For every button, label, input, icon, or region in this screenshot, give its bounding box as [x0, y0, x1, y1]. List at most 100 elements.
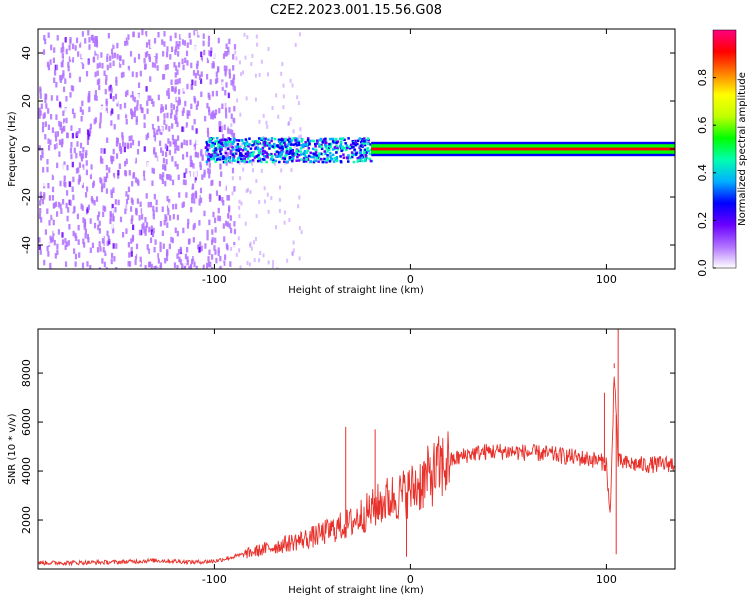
signal-cell — [301, 138, 304, 142]
signal-cell — [364, 154, 367, 157]
noise-cell — [95, 55, 98, 61]
noise-cell — [114, 206, 117, 213]
noise-cell — [130, 238, 133, 244]
noise-cell — [222, 200, 225, 206]
noise-cell — [126, 204, 129, 210]
signal-cell — [288, 158, 291, 161]
noise-cell — [104, 79, 108, 85]
noise-cell — [115, 76, 118, 83]
noise-cell — [233, 241, 236, 248]
noise-cell — [282, 94, 285, 99]
noise-cell — [51, 127, 55, 133]
noise-cell — [88, 140, 91, 146]
signal-cell — [227, 137, 230, 140]
noise-cell — [190, 103, 193, 110]
noise-cell — [170, 236, 173, 243]
noise-cell — [166, 112, 169, 119]
signal-cell — [273, 153, 277, 156]
noise-cell — [129, 104, 132, 111]
noise-cell — [44, 38, 47, 45]
noise-cell — [112, 43, 115, 50]
noise-cell — [233, 117, 236, 124]
noise-cell — [96, 70, 99, 76]
noise-cell — [221, 85, 224, 91]
signal-cell — [321, 141, 324, 144]
noise-cell — [227, 46, 230, 53]
noise-cell — [43, 180, 46, 187]
noise-cell — [196, 152, 200, 158]
noise-cell — [58, 157, 62, 164]
noise-cell — [110, 155, 113, 162]
noise-cell — [173, 62, 176, 68]
noise-cell — [53, 77, 56, 84]
noise-cell — [159, 140, 162, 147]
noise-cell — [289, 117, 292, 122]
noise-cell — [46, 208, 49, 214]
noise-cell — [277, 114, 280, 119]
signal-cell — [292, 154, 295, 157]
noise-cell — [159, 221, 163, 227]
signal-cell — [297, 140, 300, 143]
noise-cell — [177, 249, 181, 255]
noise-cell — [145, 222, 149, 228]
noise-cell — [174, 259, 177, 266]
noise-cell — [192, 224, 195, 231]
noise-cell — [238, 160, 241, 165]
noise-cell — [213, 113, 217, 119]
signal-cell — [273, 142, 276, 146]
ridge-core — [371, 147, 675, 151]
noise-cell — [203, 169, 206, 176]
noise-cell — [189, 39, 192, 45]
noise-cell — [47, 144, 51, 151]
noise-cell — [163, 119, 166, 125]
noise-cell — [213, 193, 216, 199]
noise-cell — [177, 174, 180, 181]
signal-cell — [270, 154, 274, 158]
noise-cell — [135, 72, 138, 78]
noise-cell — [101, 183, 104, 190]
noise-cell — [147, 248, 150, 254]
signal-cell — [350, 146, 353, 149]
noise-cell — [171, 123, 174, 129]
noise-cell — [153, 193, 156, 200]
noise-cell — [95, 156, 98, 163]
noise-cell — [40, 217, 43, 223]
noise-cell — [42, 194, 46, 200]
noise-cell — [123, 146, 126, 153]
noise-cell — [113, 124, 116, 130]
noise-cell — [232, 133, 235, 139]
signal-cell — [277, 138, 281, 141]
noise-cell — [263, 186, 266, 191]
signal-cell — [325, 147, 328, 150]
noise-cell — [92, 67, 95, 74]
signal-cell — [270, 144, 273, 148]
noise-cell — [191, 197, 194, 204]
signal-cell — [283, 157, 287, 161]
noise-cell — [170, 86, 174, 92]
noise-cell — [146, 162, 150, 168]
noise-cell — [214, 237, 217, 244]
noise-cell — [122, 59, 125, 65]
noise-cell — [235, 56, 238, 61]
noise-cell — [174, 227, 177, 233]
noise-cell — [87, 97, 90, 103]
signal-cell — [341, 137, 345, 140]
signal-cell — [212, 149, 215, 152]
noise-cell — [72, 194, 75, 201]
noise-cell — [38, 113, 41, 119]
noise-cell — [155, 58, 158, 64]
noise-cell — [168, 174, 171, 180]
noise-cell — [214, 109, 218, 115]
noise-cell — [260, 59, 263, 64]
noise-cell — [147, 261, 151, 268]
noise-cell — [199, 60, 203, 66]
signal-cell — [283, 160, 286, 163]
noise-cell — [144, 173, 148, 179]
signal-cell — [284, 137, 287, 141]
signal-cell — [228, 138, 232, 141]
noise-cell — [262, 113, 265, 118]
signal-cell — [326, 154, 329, 157]
noise-cell — [47, 108, 50, 114]
noise-cell — [175, 110, 178, 116]
noise-cell — [165, 255, 169, 262]
